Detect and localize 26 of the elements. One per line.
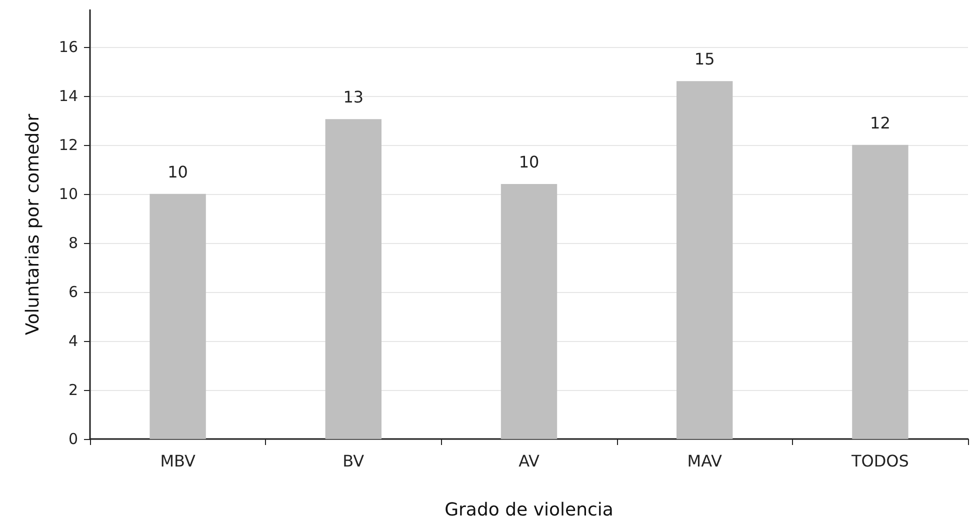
x-tick-label: MBV — [160, 452, 196, 470]
y-axis-title: Voluntarias por comedor — [22, 113, 44, 336]
x-axis-title: Grado de violencia — [444, 500, 614, 520]
x-tick-label: TODOS — [850, 452, 909, 470]
x-tick-label: BV — [342, 452, 364, 470]
x-tick-label: MAV — [687, 452, 722, 470]
y-tick-label: 2 — [68, 380, 78, 399]
y-tick-label: 0 — [68, 430, 78, 448]
data-label: 10 — [168, 162, 188, 182]
y-tick-label: 10 — [58, 184, 78, 203]
bar — [676, 81, 733, 439]
y-tick-label: 4 — [68, 332, 78, 350]
data-label: 12 — [870, 113, 890, 132]
y-tick-label: 8 — [68, 234, 78, 252]
data-label: 10 — [518, 152, 540, 172]
y-tick-label: 14 — [58, 86, 78, 105]
x-tick-label: AV — [518, 452, 540, 470]
bar — [325, 119, 382, 439]
bar — [150, 194, 206, 439]
data-label: 13 — [343, 88, 364, 107]
data-label: 15 — [694, 50, 715, 69]
bar — [500, 184, 558, 439]
y-tick-label: 16 — [58, 38, 78, 56]
y-tick-label: 6 — [68, 282, 78, 301]
bar — [852, 144, 908, 439]
y-tick-label: 12 — [58, 136, 78, 154]
